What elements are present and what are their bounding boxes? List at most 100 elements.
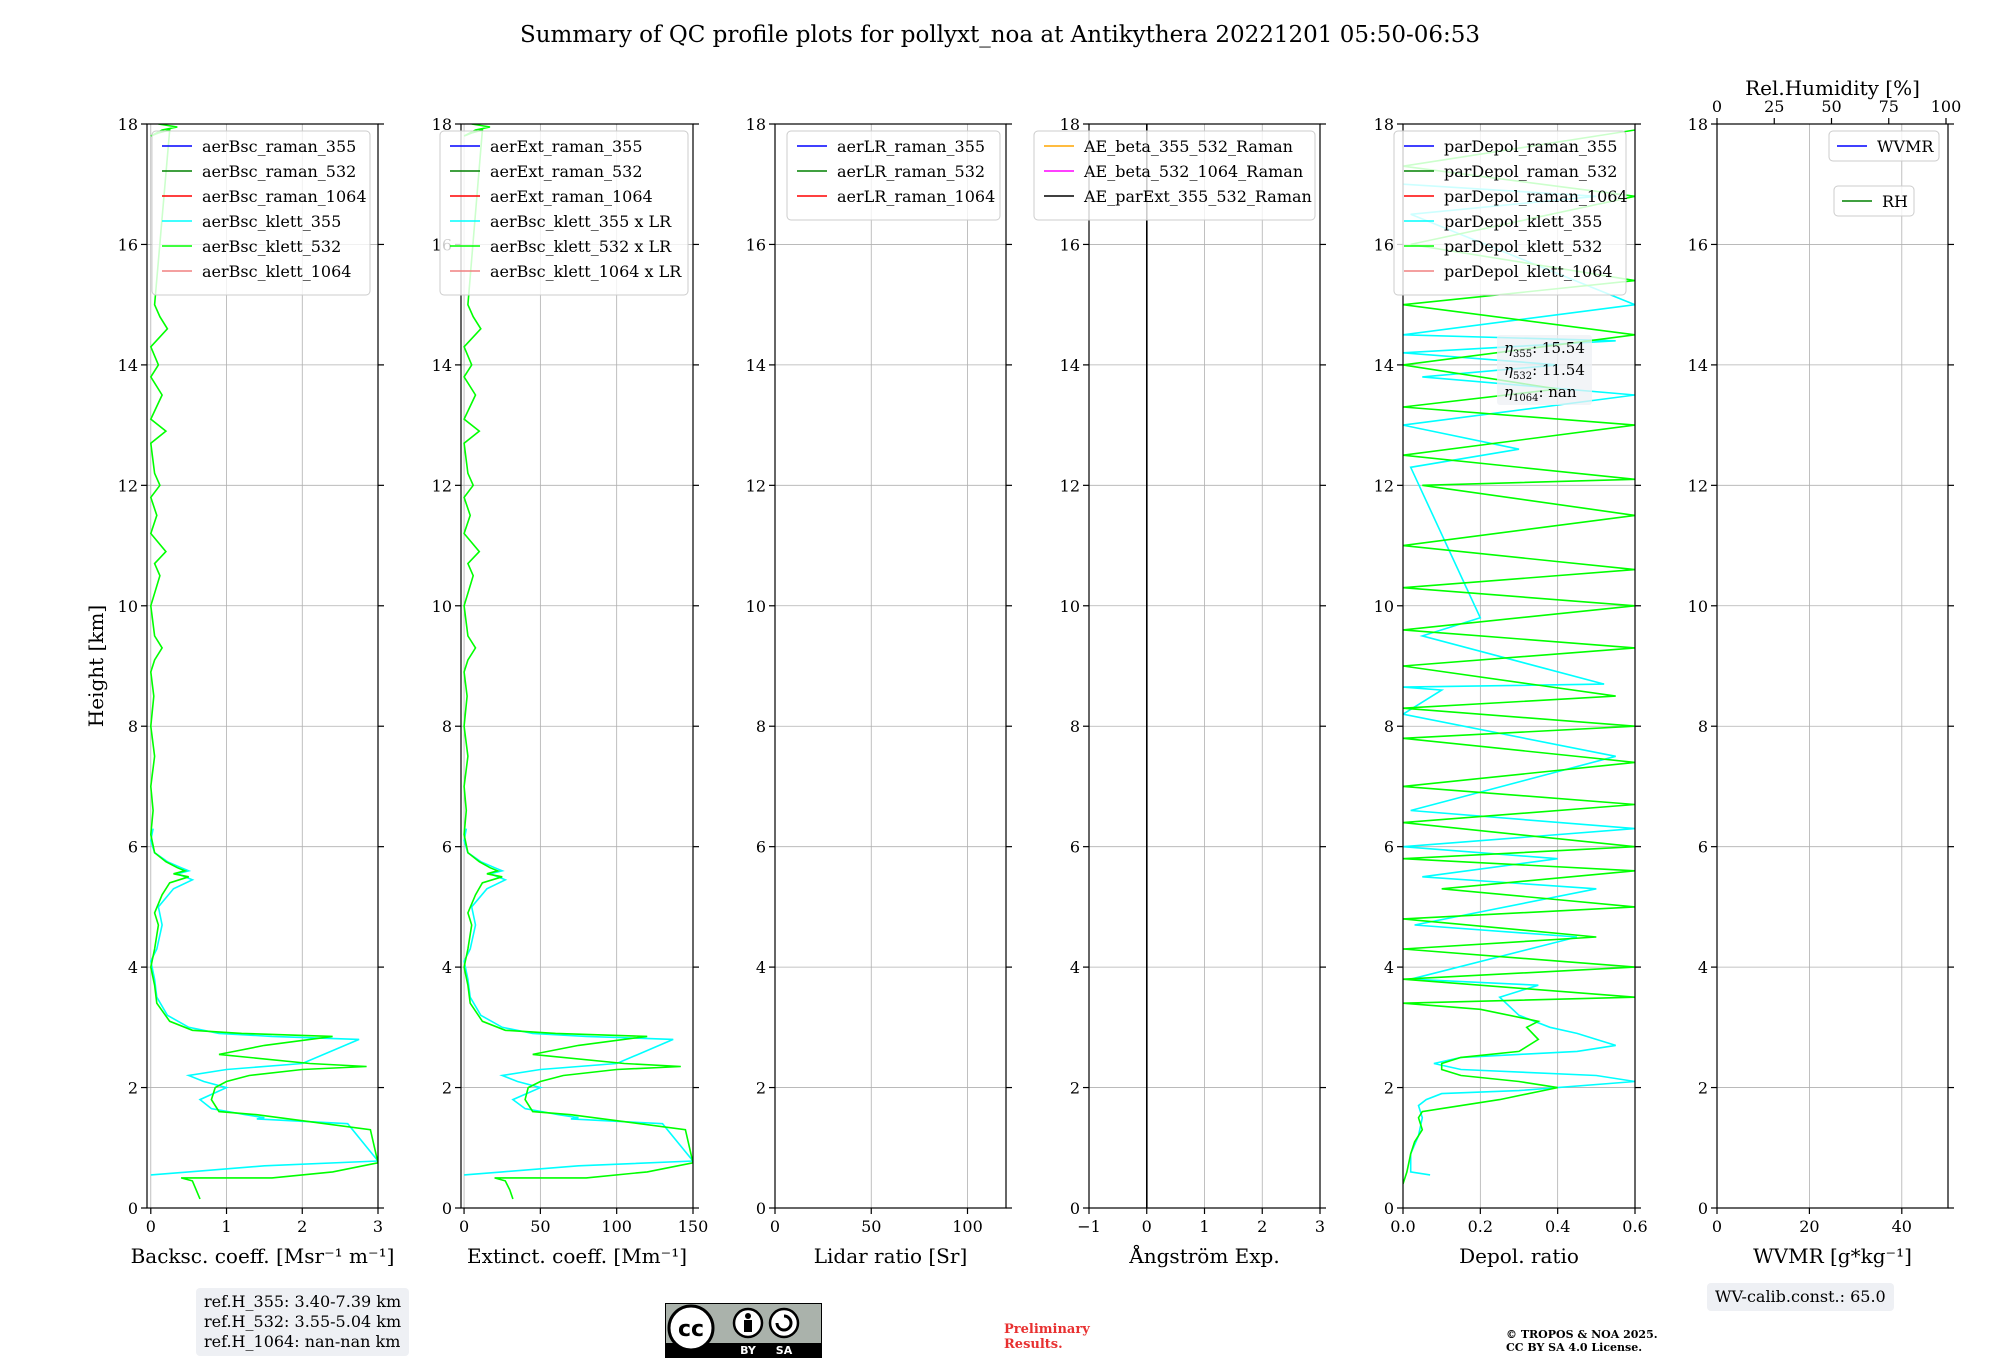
x-tick-label: 0.2 bbox=[1468, 1217, 1493, 1236]
y-tick-label: 8 bbox=[442, 717, 452, 736]
x-tick-label: 0 bbox=[1142, 1217, 1152, 1236]
legend-label: parDepol_klett_1064 bbox=[1444, 262, 1613, 281]
x-tick-label: 2 bbox=[1257, 1217, 1267, 1236]
y-tick-label: 14 bbox=[1060, 356, 1080, 375]
preliminary-note: Preliminary Results. bbox=[1004, 1322, 1090, 1352]
legend: RH bbox=[1833, 185, 1915, 217]
y-tick-label: 16 bbox=[746, 235, 766, 254]
axes-frame bbox=[1402, 123, 1636, 1209]
y-tick-label: 0 bbox=[1698, 1199, 1708, 1218]
x-tick-label: 0 bbox=[146, 1217, 156, 1236]
legend-label: aerBsc_klett_1064 bbox=[202, 262, 351, 281]
y-tick-label: 0 bbox=[128, 1199, 138, 1218]
legend-label: aerExt_raman_532 bbox=[490, 162, 643, 181]
x-tick-label: 150 bbox=[678, 1217, 709, 1236]
panel-depol: 0 2 4 6 8 10 12 14 16 18 0.0 0.2 0.4 0.6 Depol. ratio p… bbox=[1374, 115, 1648, 1268]
y-tick-label: 12 bbox=[1688, 476, 1708, 495]
y-tick-label: 18 bbox=[1374, 115, 1394, 134]
eta-value: η1064: nan bbox=[1504, 383, 1577, 404]
top-x-tick-label: 25 bbox=[1764, 97, 1784, 116]
legend-label: WVMR bbox=[1877, 137, 1934, 156]
cc-text: cc bbox=[678, 1317, 704, 1342]
top-x-tick-label: 0 bbox=[1712, 97, 1722, 116]
legend: aerBsc_raman_355 aerBsc_raman_532 aerBsc_r… bbox=[151, 130, 371, 296]
x-tick-label: 0.4 bbox=[1545, 1217, 1570, 1236]
legend: WVMR bbox=[1828, 130, 1940, 162]
axes-frame bbox=[1716, 123, 1949, 1209]
y-tick-label: 8 bbox=[756, 717, 766, 736]
y-tick-label: 4 bbox=[128, 958, 138, 977]
legend-label: aerLR_raman_532 bbox=[837, 162, 985, 181]
legend-label: RH bbox=[1882, 192, 1908, 211]
y-tick-label: 6 bbox=[1698, 838, 1708, 857]
y-tick-label: 12 bbox=[1060, 476, 1080, 495]
series-line-aerbsc-klett-355 bbox=[149, 828, 378, 1176]
x-tick-label: 3 bbox=[373, 1217, 383, 1236]
x-tick-label: 50 bbox=[530, 1217, 550, 1236]
copyright-line1: © TROPOS & NOA 2025. bbox=[1506, 1328, 1658, 1341]
x-tick-label: 0 bbox=[770, 1217, 780, 1236]
y-tick-label: 2 bbox=[128, 1079, 138, 1098]
legend-label: aerBsc_raman_355 bbox=[202, 137, 356, 156]
legend-label: aerBsc_klett_355 x LR bbox=[490, 212, 672, 231]
y-tick-label: 12 bbox=[118, 476, 138, 495]
y-tick-label: 0 bbox=[1384, 1199, 1394, 1218]
legend-label: aerExt_raman_355 bbox=[490, 137, 643, 156]
legend-label: aerLR_raman_355 bbox=[837, 137, 985, 156]
y-tick-label: 6 bbox=[1384, 838, 1394, 857]
x-tick-label: 3 bbox=[1315, 1217, 1325, 1236]
x-tick-label: 1 bbox=[1199, 1217, 1209, 1236]
y-tick-label: 2 bbox=[1070, 1079, 1080, 1098]
legend-label: aerBsc_klett_532 x LR bbox=[490, 237, 672, 256]
y-tick-label: 6 bbox=[1070, 838, 1080, 857]
ref-height-532: ref.H_532: 3.55-5.04 km bbox=[204, 1312, 402, 1331]
x-tick-label: 20 bbox=[1799, 1217, 1819, 1236]
x-tick-label: 50 bbox=[861, 1217, 881, 1236]
y-tick-label: 12 bbox=[1374, 476, 1394, 495]
y-tick-label: 12 bbox=[746, 476, 766, 495]
y-tick-label: 16 bbox=[118, 235, 138, 254]
cc-by-sa-logo: cc BY SA bbox=[665, 1303, 822, 1358]
y-tick-label: 18 bbox=[432, 115, 452, 134]
y-tick-label: 12 bbox=[432, 476, 452, 495]
y-tick-label: 2 bbox=[442, 1079, 452, 1098]
y-tick-label: 8 bbox=[128, 717, 138, 736]
top-x-tick-label: 100 bbox=[1931, 97, 1962, 116]
y-tick-label: 0 bbox=[756, 1199, 766, 1218]
y-tick-label: 6 bbox=[128, 838, 138, 857]
y-tick-label: 4 bbox=[1698, 958, 1708, 977]
sa-text: SA bbox=[776, 1344, 793, 1357]
eta-value: η532: 11.54 bbox=[1504, 361, 1585, 382]
y-axis-label: Height [km] bbox=[84, 605, 108, 727]
eta-value: η355: 15.54 bbox=[1504, 339, 1585, 360]
axes-frame bbox=[774, 123, 1007, 1209]
y-tick-label: 14 bbox=[432, 356, 452, 375]
series-line-aerbsc-klett-532 bbox=[149, 124, 378, 1200]
y-tick-label: 10 bbox=[1688, 597, 1708, 616]
legend-label: AE_beta_355_532_Raman bbox=[1083, 137, 1293, 156]
y-tick-label: 8 bbox=[1070, 717, 1080, 736]
y-tick-label: 4 bbox=[1070, 958, 1080, 977]
series-line-pardepol-klett-532 bbox=[1403, 129, 1635, 1185]
x-axis-label: Depol. ratio bbox=[1459, 1244, 1579, 1268]
legend-label: aerBsc_klett_532 bbox=[202, 237, 341, 256]
top-x-axis-label: Rel.Humidity [%] bbox=[1745, 76, 1920, 100]
y-tick-label: 0 bbox=[442, 1199, 452, 1218]
x-tick-label: 0 bbox=[459, 1217, 469, 1236]
axes-frame bbox=[146, 123, 379, 1209]
legend-label: parDepol_raman_1064 bbox=[1444, 187, 1628, 206]
y-tick-label: 6 bbox=[442, 838, 452, 857]
figure-title: Summary of QC profile plots for pollyxt_… bbox=[519, 22, 1481, 48]
x-axis-label: Extinct. coeff. [Mm⁻¹] bbox=[467, 1244, 687, 1268]
x-tick-label: 100 bbox=[601, 1217, 632, 1236]
y-tick-label: 2 bbox=[1384, 1079, 1394, 1098]
y-tick-label: 8 bbox=[1384, 717, 1394, 736]
legend-label: aerBsc_raman_532 bbox=[202, 162, 356, 181]
y-tick-label: 16 bbox=[1060, 235, 1080, 254]
y-tick-label: 14 bbox=[746, 356, 766, 375]
legend: AE_beta_355_532_Raman AE_beta_532_1064_Ra… bbox=[1033, 130, 1316, 221]
